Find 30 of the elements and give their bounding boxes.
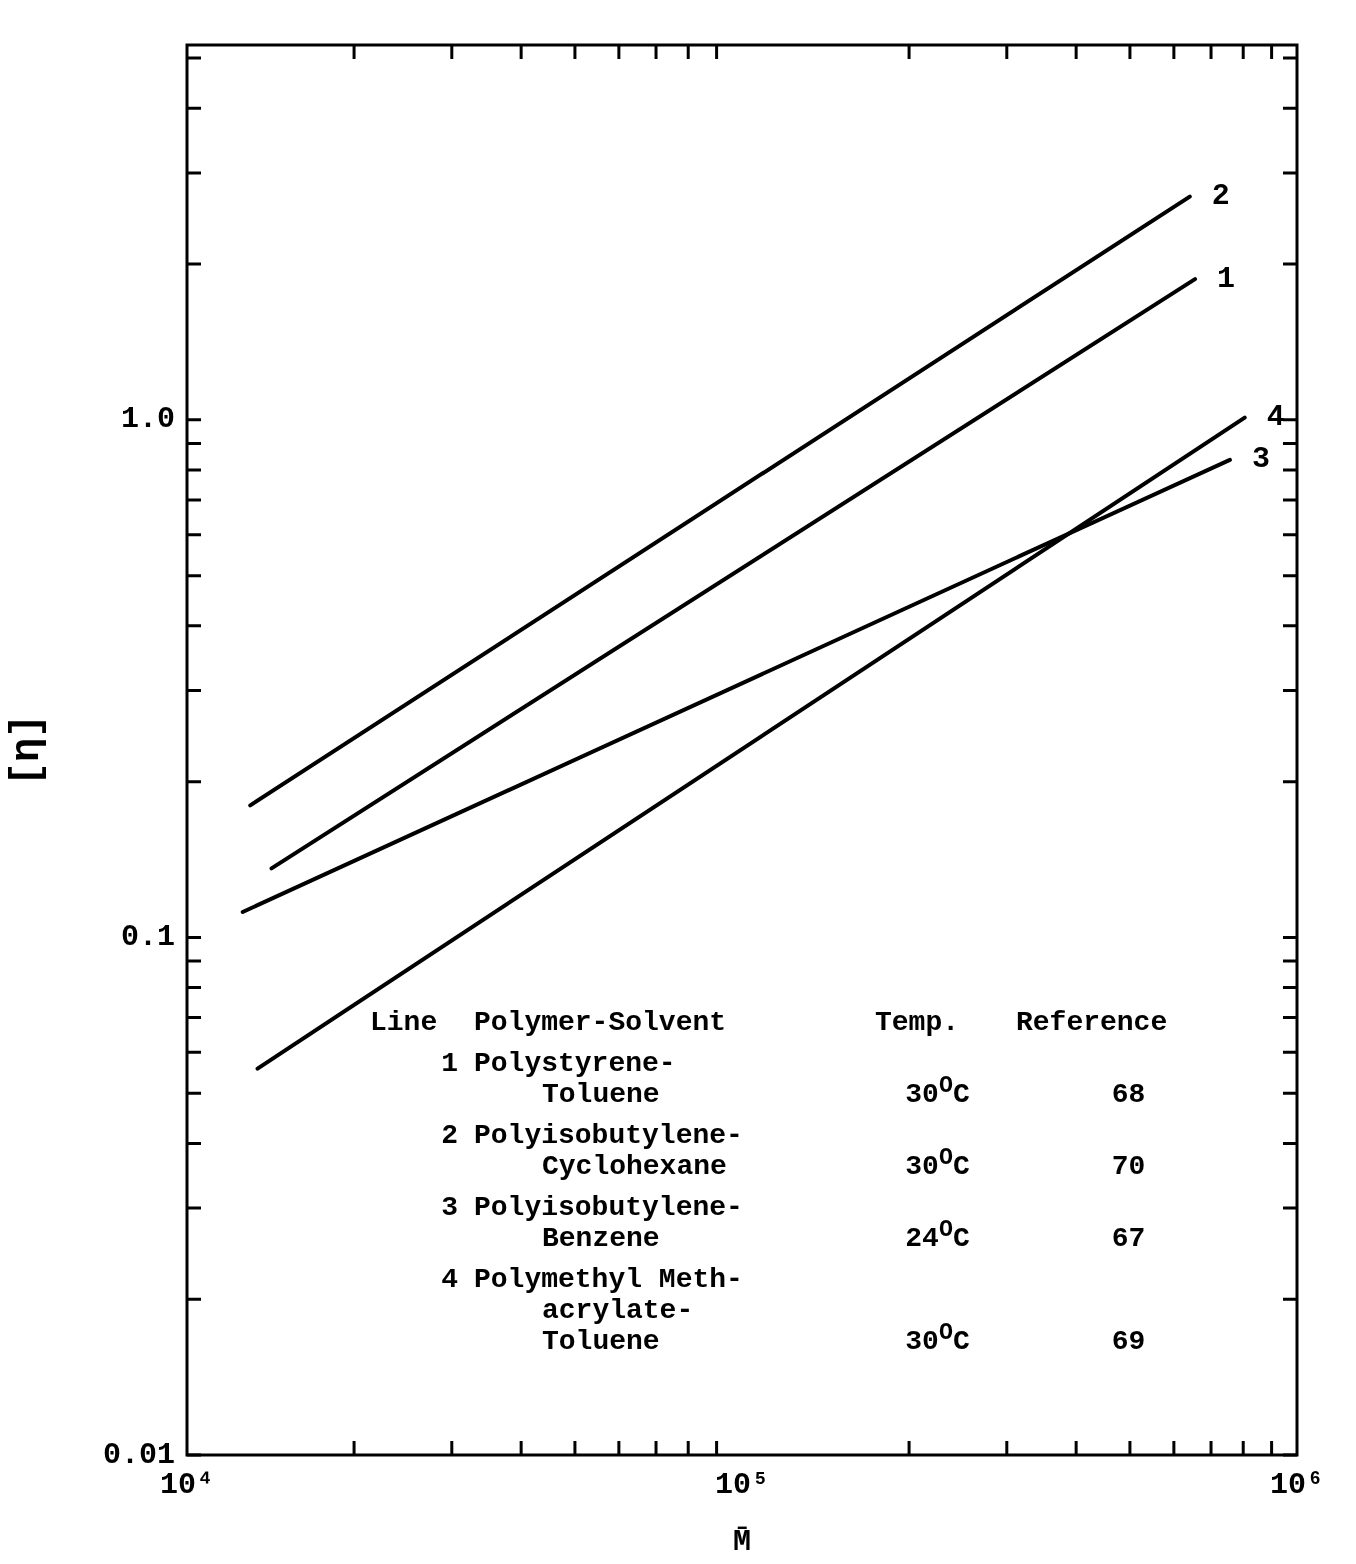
series-label: 2 [1211,179,1230,214]
annotation: 24$^{O}$C [904,1215,971,1256]
annotation: Polystyrene- Toluene [474,1048,677,1110]
annotation: Reference [1015,1006,1169,1040]
annotation: Polyisobutylene- Benzene [474,1192,744,1254]
annotation: 68 [1110,1078,1147,1112]
legend-label: 4 [1266,400,1285,435]
annotation: Polymethyl Meth- acrylate- Toluene [474,1264,744,1357]
x-axis-title: M̄ [732,1524,752,1559]
annotation: Polymer-Solvent [474,1007,728,1038]
annotation: 3 [440,1191,459,1225]
annotation: Temp. [874,1006,960,1040]
annotation: Polyisobutylene- Cyclohexane [474,1120,744,1182]
annotation: 30$^{O}$C [904,1143,971,1184]
annotation: 4 [440,1263,459,1297]
y-axis-title: [η] [5,713,51,787]
annotation: 30$^{O}$C [904,1071,971,1112]
x-tick-label: 10⁵ [714,1467,770,1502]
annotation: Line [369,1006,439,1040]
annotation: 30$^{O}$C [904,1318,971,1359]
annotation: 67 [1110,1222,1147,1256]
annotation: 2 [440,1119,459,1153]
legend-label: 1 [1217,261,1236,296]
y-tick-label: 1.0 [120,402,175,437]
annotation: 1 [440,1047,459,1081]
x-tick-label: 10⁶ [1269,1467,1325,1502]
annotation: 69 [1110,1325,1147,1359]
annotation: 70 [1110,1150,1147,1184]
legend-label: 3 [1251,442,1270,477]
y-tick-label: 0.1 [120,919,175,954]
